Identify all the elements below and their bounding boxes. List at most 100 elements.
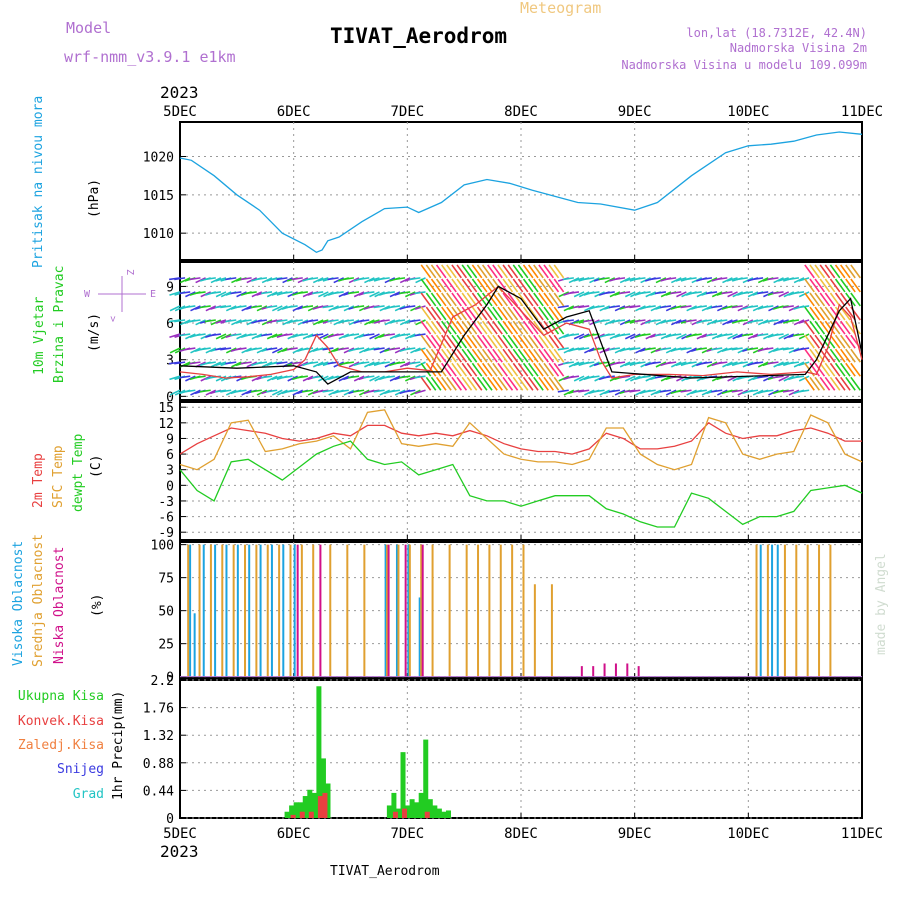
bar: [278, 544, 281, 677]
wind-barb: [441, 264, 452, 279]
wind-barb: [266, 347, 278, 351]
wind-barb: [727, 291, 738, 298]
wind-barb: [261, 291, 273, 295]
wind-barb: [414, 333, 426, 337]
wind-barb: [327, 319, 339, 323]
wind-barb: [446, 292, 457, 307]
wind-barb: [358, 277, 370, 281]
wind-barb: [814, 362, 826, 377]
bar: [284, 811, 290, 818]
wind-barb: [804, 320, 815, 335]
wind-barb: [451, 264, 462, 279]
wind-barb: [527, 376, 539, 391]
bar: [214, 544, 217, 677]
wind-barb: [533, 334, 544, 349]
wind-barb: [598, 319, 610, 323]
wind-barb: [731, 305, 743, 309]
time-tick-top: 7DEC: [390, 104, 424, 120]
bar: [311, 792, 317, 818]
wind-barb: [456, 264, 468, 279]
cloud-label-mid: Srednja Oblacnost: [31, 534, 46, 667]
bar: [244, 544, 247, 677]
bar: [829, 544, 832, 677]
wind-barb: [383, 375, 395, 379]
wind-barb: [507, 264, 519, 279]
bar: [409, 799, 415, 818]
wind-barb: [220, 347, 232, 351]
bar: [432, 805, 438, 818]
wind-barb: [415, 361, 426, 368]
y-tick-label: -3: [158, 495, 174, 510]
wind-barb: [199, 305, 211, 309]
time-axis-bottom: 5DEC 6DEC 7DEC 8DEC 9DEC 10DEC 11DEC: [163, 826, 883, 842]
wind-barb: [399, 291, 411, 295]
wind-barb: [363, 333, 375, 337]
wind-barb: [629, 305, 641, 309]
bar: [387, 544, 390, 677]
bar: [395, 544, 398, 677]
wind-barb: [824, 292, 836, 307]
wind-barb: [804, 292, 815, 307]
wind-barb: [522, 264, 534, 279]
y-tick-label: 0.44: [143, 784, 174, 799]
wind-barb: [184, 305, 196, 309]
wind-barb: [296, 375, 308, 379]
wind-barb: [757, 291, 769, 295]
bar: [755, 544, 758, 677]
wind-barb: [215, 291, 227, 298]
wind-barb: [271, 333, 283, 338]
y-tick-label: 1.32: [143, 729, 174, 744]
wind-barb: [527, 334, 539, 349]
wind-barb: [461, 348, 473, 363]
wind-barb: [644, 347, 656, 351]
pressure-unit: (hPa): [87, 179, 102, 218]
wind-barb: [660, 347, 672, 351]
wind-barb: [368, 361, 380, 367]
footer-station: TIVAT_Aerodrom: [330, 864, 440, 879]
wind-barb: [588, 291, 600, 295]
wind-barb: [476, 278, 488, 293]
wind-barb: [487, 320, 498, 335]
wind-barb: [414, 347, 426, 353]
wind-barb: [553, 334, 565, 349]
panel-frame: [179, 679, 863, 819]
wind-barb: [420, 376, 432, 391]
wind-barb: [169, 333, 181, 338]
wind-barb: [778, 375, 790, 382]
wind-barb: [425, 264, 437, 279]
wind-barb: [456, 278, 468, 293]
wind-barb: [441, 376, 452, 391]
wind-barb: [752, 361, 764, 365]
wind-barb: [522, 320, 534, 335]
wind-barb: [619, 375, 631, 379]
wind-barb: [819, 278, 831, 293]
wind-barb: [772, 291, 784, 295]
wind-barb: [220, 389, 232, 393]
wind-barb: [507, 362, 519, 377]
bar: [405, 805, 411, 818]
wind-barb: [276, 361, 288, 365]
wind-barb: [538, 320, 549, 335]
wind-barb: [492, 348, 503, 363]
wind-barb: [517, 292, 529, 307]
wind-barb: [741, 333, 753, 337]
wind-barb: [363, 375, 375, 379]
wind-barb: [261, 375, 273, 379]
wind-barb: [394, 361, 406, 365]
wind-barb: [317, 319, 329, 324]
wind-barb: [711, 389, 723, 393]
wind-barb: [435, 376, 447, 391]
wind-barb: [272, 389, 283, 396]
wind-unit: (m/s): [87, 313, 102, 352]
wind-barb: [716, 277, 728, 281]
wind-barb: [731, 389, 743, 393]
bar: [580, 666, 583, 677]
wind-barb: [608, 389, 621, 393]
bar-series-3-2: [296, 544, 640, 677]
wind-barb-field: [168, 264, 861, 396]
wind-barb: [829, 278, 841, 293]
wind-barb: [322, 389, 334, 393]
wind-barb: [639, 333, 651, 337]
wind-barb: [512, 362, 524, 377]
wind-barb: [593, 305, 605, 309]
